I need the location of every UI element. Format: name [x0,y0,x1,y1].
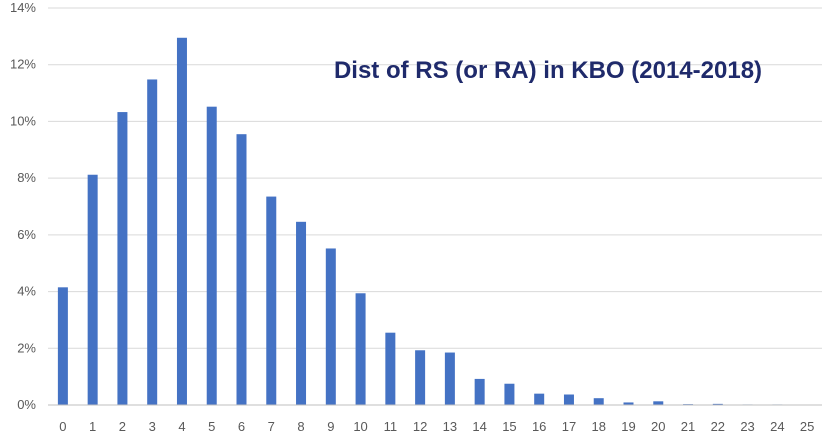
bar-7 [266,196,277,405]
bar-13 [444,352,455,405]
bar-9 [325,248,336,405]
x-tick-label: 1 [89,419,96,434]
x-tick-label: 16 [532,419,546,434]
bar-19 [623,402,634,405]
y-tick-label: 0% [17,397,36,412]
bar-0 [57,287,68,405]
x-tick-label: 10 [353,419,367,434]
bar-11 [385,332,396,405]
x-tick-label: 13 [443,419,457,434]
x-tick-label: 23 [740,419,754,434]
x-tick-label: 5 [208,419,215,434]
x-tick-label: 17 [562,419,576,434]
x-tick-label: 12 [413,419,427,434]
x-tick-label: 7 [268,419,275,434]
x-tick-label: 21 [681,419,695,434]
y-tick-label: 4% [17,284,36,299]
bar-22 [712,403,723,405]
bar-4 [176,37,187,406]
bars [57,37,813,406]
bar-15 [504,383,515,405]
x-tick-label: 6 [238,419,245,434]
y-tick-label: 14% [10,0,36,15]
x-axis-tick-labels: 0 1 2 3 4 5 6 7 8 9 10 11 12 13 14 15 16 17 18 19 20 21 22 23 24… [59,419,814,434]
x-tick-label: 9 [327,419,334,434]
x-tick-label: 20 [651,419,665,434]
y-tick-label: 6% [17,227,36,242]
bar-20 [653,401,664,405]
bar-6 [236,134,247,406]
bar-5 [206,106,217,405]
bar-14 [474,378,485,405]
bar-10 [355,293,366,405]
x-tick-label: 11 [384,419,398,434]
x-tick-label: 8 [297,419,304,434]
y-tick-label: 8% [17,170,36,185]
x-tick-label: 24 [770,419,784,434]
bar-3 [147,79,158,406]
bar-17 [563,394,574,405]
x-tick-label: 0 [59,419,66,434]
x-tick-label: 19 [621,419,635,434]
bar-18 [593,398,604,405]
bar-1 [87,174,98,405]
y-tick-label: 12% [10,57,36,72]
x-tick-label: 15 [502,419,516,434]
x-tick-label: 18 [591,419,605,434]
bar-12 [415,350,426,405]
x-tick-label: 14 [472,419,486,434]
x-tick-label: 2 [119,419,126,434]
x-tick-label: 3 [149,419,156,434]
bar-8 [296,221,307,405]
x-tick-label: 4 [178,419,185,434]
bar-16 [534,393,545,405]
y-tick-label: 10% [10,113,36,128]
y-tick-label: 2% [17,340,36,355]
chart-title: Dist of RS (or RA) in KBO (2014-2018) [334,57,762,84]
bar-2 [117,112,128,406]
y-axis-tick-labels: 0% 2% 4% 6% 8% 10% 12% 14% [10,0,36,412]
x-tick-label: 25 [800,419,814,434]
x-tick-label: 22 [711,419,725,434]
